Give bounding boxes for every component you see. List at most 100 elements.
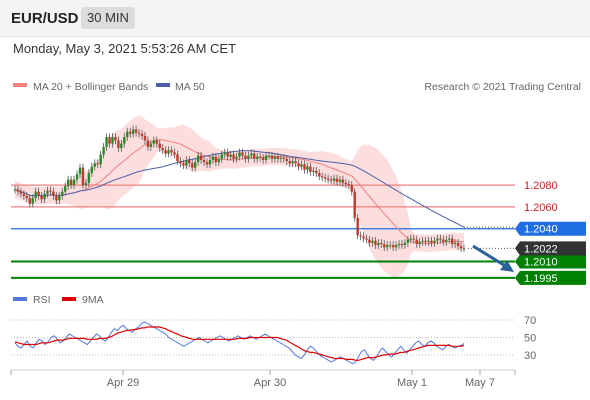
- interval-button[interactable]: 30 MIN: [81, 7, 135, 29]
- candle-body: [96, 163, 99, 165]
- x-tick-label: Apr 30: [254, 377, 286, 389]
- candle-body: [188, 160, 191, 164]
- level-label-1.2010: 1.2010: [524, 256, 558, 268]
- candle-body: [93, 163, 96, 167]
- candle-body: [344, 182, 348, 184]
- candle-body: [49, 190, 52, 192]
- candle-body: [270, 155, 274, 159]
- candle-body: [46, 190, 49, 194]
- candle-body: [418, 241, 421, 244]
- candle-body: [341, 179, 345, 183]
- candle-body: [427, 240, 430, 242]
- level-label-1.2080: 1.2080: [524, 180, 558, 192]
- candle-body: [202, 160, 206, 163]
- candle-body: [267, 155, 271, 157]
- candle-body: [285, 158, 288, 162]
- candle-body: [196, 155, 200, 163]
- candle-body: [37, 191, 40, 196]
- bollinger-band: [15, 115, 464, 278]
- candle-body: [309, 166, 312, 172]
- candle-body: [223, 152, 226, 155]
- candle-body: [397, 244, 401, 246]
- candle-body: [291, 161, 294, 164]
- candle-body: [235, 156, 238, 159]
- level-label-1.2060: 1.2060: [524, 202, 558, 214]
- candle-body: [146, 140, 150, 147]
- candle-body: [338, 179, 342, 182]
- candle-body: [66, 179, 70, 187]
- candle-body: [436, 238, 439, 241]
- candle-body: [143, 136, 147, 141]
- candle-body: [208, 160, 212, 165]
- candle-body: [90, 166, 94, 174]
- candle-body: [78, 167, 82, 175]
- candle-body: [394, 245, 398, 248]
- candle-body: [158, 143, 161, 148]
- candle-body: [294, 161, 297, 164]
- candle-body: [276, 156, 280, 159]
- rsi-ma-line: [14, 326, 465, 361]
- candle-body: [238, 152, 241, 157]
- candle-body: [220, 154, 223, 159]
- candle-body: [318, 173, 321, 177]
- candle-body: [439, 238, 442, 240]
- level-tag-1.2040: [515, 221, 586, 236]
- candle-body: [442, 239, 445, 242]
- candle-body: [448, 238, 451, 240]
- candle-body: [462, 248, 466, 250]
- candle-body: [16, 189, 20, 192]
- rsi-legend-label: RSI: [33, 294, 51, 306]
- candle-body: [102, 146, 105, 155]
- price-chart: 1.2080 1.2060 1.2040 1.2010 1.1995 1.2022: [11, 115, 586, 285]
- forecast-arrow-icon: [472, 244, 514, 272]
- candle-body: [453, 242, 457, 244]
- candle-body: [40, 196, 43, 200]
- candle-body: [214, 156, 218, 163]
- candle-body: [256, 156, 259, 159]
- candle-body: [374, 240, 377, 246]
- candle-body: [273, 156, 277, 159]
- candle-body: [31, 198, 34, 204]
- candle-body: [326, 178, 330, 180]
- candle-body: [353, 191, 356, 218]
- candle-body: [323, 177, 327, 179]
- candle-body: [282, 157, 286, 159]
- candle-body: [84, 182, 88, 186]
- candle-body: [205, 162, 209, 165]
- current-price-label: 1.2022: [524, 243, 558, 255]
- candle-body: [61, 191, 64, 196]
- candle-body: [117, 140, 120, 148]
- candle-body: [456, 242, 460, 247]
- candle-body: [69, 179, 73, 186]
- candle-body: [306, 166, 309, 170]
- candle-body: [459, 246, 463, 249]
- candle-body: [114, 137, 117, 141]
- candle-body: [300, 164, 303, 167]
- candle-body: [155, 140, 158, 144]
- candle-body: [329, 179, 333, 181]
- candle-body: [258, 156, 262, 158]
- candle-body: [424, 240, 427, 242]
- candle-body: [105, 137, 108, 147]
- candle-body: [126, 131, 129, 138]
- candle-body: [383, 244, 386, 248]
- candle-body: [58, 196, 61, 201]
- candle-body: [217, 158, 221, 163]
- candle-body: [362, 236, 365, 239]
- candle-body: [409, 238, 413, 240]
- candle-body: [22, 193, 26, 196]
- candle-body: [226, 152, 229, 157]
- candle-body: [81, 167, 85, 186]
- x-axis: Apr 29 Apr 30 May 1 May 7: [10, 370, 516, 389]
- candle-body: [315, 170, 318, 174]
- candle-body: [108, 137, 111, 144]
- candle-body: [279, 157, 283, 159]
- rsi-ma-legend-label: 9MA: [82, 294, 104, 306]
- rsi-tick-50: 50: [524, 333, 536, 345]
- candle-body: [137, 132, 141, 134]
- candle-body: [43, 193, 46, 200]
- rsi-chart: 70 50 30: [11, 315, 536, 365]
- x-tick-label: May 7: [465, 377, 495, 389]
- candle-body: [430, 240, 433, 243]
